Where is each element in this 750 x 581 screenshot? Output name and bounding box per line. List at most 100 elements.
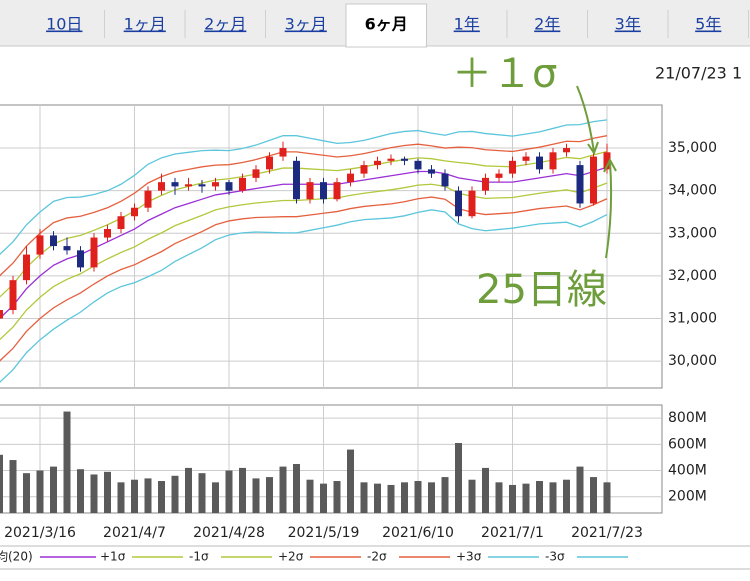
tab[interactable]: 3年 (615, 15, 641, 34)
timestamp: 21/07/23 1 (655, 64, 742, 83)
candle-body (576, 165, 584, 204)
tab[interactable]: 2ヶ月 (204, 15, 246, 34)
candle-body (171, 182, 179, 187)
candle-body (468, 190, 476, 217)
candle-body (441, 173, 449, 187)
tab[interactable]: 6ヶ月 (365, 15, 408, 34)
y-tick-label: 31,000 (668, 311, 717, 327)
volume-bar (144, 478, 152, 513)
band-line (0, 119, 608, 256)
candle-body (252, 169, 260, 178)
candle-body (185, 184, 192, 187)
x-tick-label: 2021/5/19 (288, 525, 360, 541)
tab[interactable]: 3ヶ月 (285, 15, 327, 34)
tab[interactable]: 5年 (695, 15, 721, 34)
annotation-arrow (587, 141, 599, 156)
candle-body (428, 169, 435, 174)
candle-body (212, 182, 219, 187)
volume-bar (603, 482, 611, 513)
volume-bar (198, 473, 206, 513)
candle-body (104, 229, 111, 238)
volume-bar (158, 481, 165, 513)
volume-bar (482, 467, 489, 513)
volume-bar (104, 471, 111, 513)
volume-bar (549, 482, 557, 513)
volume-bar (63, 411, 71, 513)
candle-body (50, 235, 57, 247)
x-tick-label: 2021/7/1 (481, 525, 544, 541)
volume-bar (374, 483, 381, 513)
legend-label: -3σ (545, 550, 565, 564)
candle-body (374, 160, 381, 166)
candle-body (522, 156, 530, 161)
volume-bar (468, 479, 476, 513)
volume-bar (131, 479, 138, 513)
volume-bar (306, 479, 314, 513)
candle-body (144, 190, 152, 208)
volume-bar (414, 481, 422, 513)
band-line (0, 182, 608, 341)
volume-bar (401, 482, 408, 513)
candle-body (347, 173, 354, 183)
volume-bar (239, 467, 246, 513)
y-tick-label: 400M (668, 463, 707, 479)
band-line (0, 166, 608, 319)
price-panel (0, 104, 663, 389)
legend-label: 均(20) (0, 550, 33, 564)
annotation: 25日線 (476, 267, 607, 313)
volume-bar (117, 482, 125, 513)
y-tick-label: 200M (668, 489, 707, 505)
annotation-arrow (576, 85, 595, 153)
volume-bar (293, 463, 300, 513)
legend-label: -2σ (367, 550, 387, 564)
volume-bar (23, 473, 30, 513)
volume-bar (90, 474, 98, 513)
candle-body (536, 156, 543, 170)
volume-bar (360, 482, 368, 513)
volume-bar (590, 477, 597, 513)
y-tick-label: 800M (668, 410, 707, 426)
y-tick-label: 34,000 (668, 183, 717, 199)
candle-body (549, 152, 557, 170)
volume-bar (0, 454, 3, 513)
band-line (0, 196, 608, 362)
candle-body (455, 190, 462, 217)
candle-body (90, 237, 98, 268)
candle-body (158, 182, 165, 191)
x-tick-label: 2021/4/28 (193, 525, 265, 541)
volume-bar (387, 484, 395, 513)
candle-body (495, 173, 503, 178)
volume-bar (441, 477, 449, 513)
candle-body (0, 310, 3, 319)
candle-body (293, 160, 300, 200)
y-tick-label: 30,000 (668, 353, 717, 369)
tab[interactable]: 1ヶ月 (124, 15, 166, 34)
annotation-arrow (603, 157, 617, 173)
volume-bar (495, 482, 503, 513)
volume-bar (522, 483, 530, 513)
tab[interactable]: 1年 (454, 15, 480, 34)
tab[interactable]: 10日 (46, 15, 82, 34)
volume-bar (171, 475, 179, 513)
candle-body (306, 182, 314, 200)
volume-bar (9, 460, 17, 513)
candle-body (279, 148, 287, 157)
candle-body (320, 182, 327, 200)
legend-label: +3σ (456, 550, 482, 564)
tab-active (345, 3, 427, 48)
y-tick-label: 33,000 (668, 225, 717, 241)
volume-bar (50, 466, 57, 513)
volume-bar (455, 443, 462, 513)
tab[interactable]: 2年 (534, 15, 560, 34)
candle-body (603, 152, 611, 170)
annotation-arrow (605, 161, 613, 259)
annotation: ＋１σ (452, 51, 557, 97)
volume-bar (266, 477, 273, 513)
candle-body (9, 280, 17, 311)
band-line (0, 209, 608, 383)
volume-bar (428, 482, 435, 513)
volume-bar (320, 483, 327, 513)
candle-body (590, 156, 597, 204)
